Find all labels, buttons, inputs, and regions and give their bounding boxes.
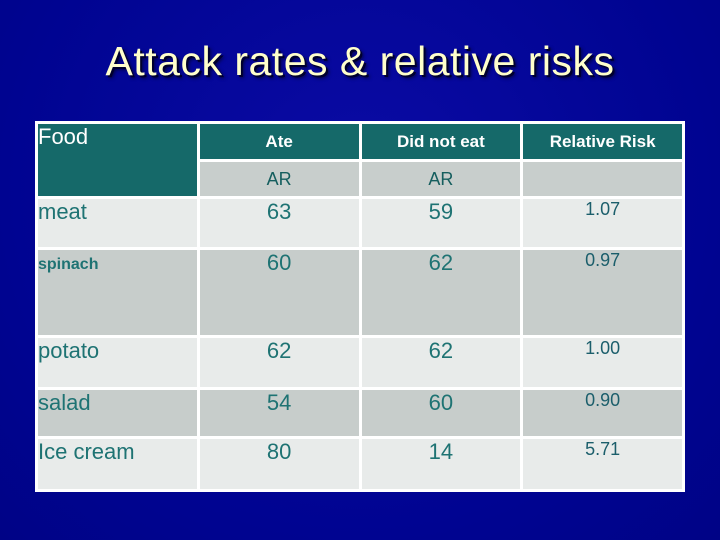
table-row: Ice cream 80 14 5.71: [38, 439, 682, 489]
food-name: salad: [38, 390, 197, 436]
food-name: meat: [38, 199, 197, 247]
table-row: meat 63 59 1.07: [38, 199, 682, 247]
ate-ar-value: 54: [199, 390, 359, 436]
relative-risk-value: 0.97: [523, 250, 682, 335]
attack-rates-table: Food Ate Did not eat Relative Risk AR AR…: [35, 121, 685, 492]
subheader-ar-did-not-eat: AR: [361, 162, 521, 196]
did-not-eat-ar-value: 14: [361, 439, 521, 489]
food-name: potato: [38, 338, 197, 387]
slide-title: Attack rates & relative risks: [105, 38, 615, 84]
did-not-eat-ar-value: 62: [361, 338, 521, 387]
ate-ar-value: 60: [199, 250, 359, 335]
ate-ar-value: 63: [199, 199, 359, 247]
did-not-eat-ar-value: 59: [361, 199, 521, 247]
col-header-ate: Ate: [199, 124, 359, 159]
col-header-did-not-eat: Did not eat: [361, 124, 521, 159]
relative-risk-value: 1.07: [523, 199, 682, 247]
table-subheader-row: AR AR: [38, 162, 682, 196]
subheader-relative-risk-empty: [523, 162, 682, 196]
table-row: salad 54 60 0.90: [38, 390, 682, 436]
col-header-relative-risk: Relative Risk: [523, 124, 682, 159]
ate-ar-value: 80: [199, 439, 359, 489]
food-name: Ice cream: [38, 439, 197, 489]
subheader-ar-ate: AR: [199, 162, 359, 196]
relative-risk-value: 5.71: [523, 439, 682, 489]
food-name: spinach: [38, 250, 197, 335]
table-header-row: Food Ate Did not eat Relative Risk: [38, 124, 682, 196]
did-not-eat-ar-value: 60: [361, 390, 521, 436]
relative-risk-value: 0.90: [523, 390, 682, 436]
relative-risk-value: 1.00: [523, 338, 682, 387]
table-row: spinach 60 62 0.97: [38, 250, 682, 335]
did-not-eat-ar-value: 62: [361, 250, 521, 335]
ate-ar-value: 62: [199, 338, 359, 387]
food-column-header: Food: [38, 124, 197, 196]
table-row: potato 62 62 1.00: [38, 338, 682, 387]
